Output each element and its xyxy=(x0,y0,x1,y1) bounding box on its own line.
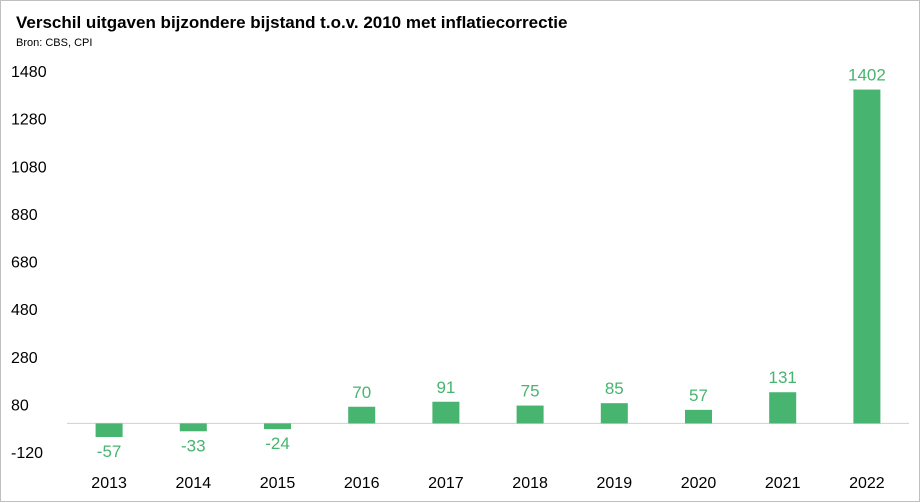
x-tick-label: 2020 xyxy=(681,475,717,492)
x-tick-label: 2013 xyxy=(91,475,127,492)
bar-2013 xyxy=(95,423,123,437)
y-tick-label: 680 xyxy=(11,255,38,272)
y-tick-label: -120 xyxy=(11,445,43,462)
bar-2015 xyxy=(264,423,291,430)
bar-2020 xyxy=(685,409,712,424)
y-tick-label: 1080 xyxy=(11,159,47,176)
y-tick-label: 480 xyxy=(11,302,38,319)
x-tick-label: 2017 xyxy=(428,475,464,492)
x-tick-label: 2015 xyxy=(260,475,296,492)
x-tick-label: 2022 xyxy=(849,475,885,492)
bar-2017 xyxy=(432,401,460,424)
bar-2018 xyxy=(516,405,544,424)
chart-title: Verschil uitgaven bijzondere bijstand t.… xyxy=(16,13,568,32)
y-tick-label: 80 xyxy=(11,397,29,414)
bar-2014 xyxy=(179,423,207,432)
chart-subtitle: Bron: CBS, CPI xyxy=(16,37,93,49)
data-label-2022: 1402 xyxy=(848,66,886,85)
data-label-2019: 85 xyxy=(605,379,624,398)
bar-2021 xyxy=(769,392,797,424)
data-label-2017: 91 xyxy=(436,378,455,397)
bar-2022 xyxy=(853,89,881,424)
y-tick-label: 1480 xyxy=(11,64,47,81)
x-tick-label: 2016 xyxy=(344,475,380,492)
x-tick-label: 2021 xyxy=(765,475,801,492)
data-label-2021: 131 xyxy=(769,368,797,387)
bar-2019 xyxy=(600,403,628,424)
y-tick-label: 1280 xyxy=(11,112,47,129)
data-label-2013: -57 xyxy=(97,442,122,461)
bar-2016 xyxy=(348,406,376,424)
y-tick-label: 880 xyxy=(11,207,38,224)
x-tick-label: 2018 xyxy=(512,475,548,492)
x-tick-label: 2014 xyxy=(176,475,212,492)
data-label-2015: -24 xyxy=(265,434,290,453)
y-tick-label: 280 xyxy=(11,350,38,367)
data-label-2018: 75 xyxy=(521,382,540,401)
data-label-2014: -33 xyxy=(181,436,206,455)
data-label-2020: 57 xyxy=(689,386,708,405)
data-label-2016: 70 xyxy=(352,383,371,402)
x-tick-label: 2019 xyxy=(597,475,633,492)
